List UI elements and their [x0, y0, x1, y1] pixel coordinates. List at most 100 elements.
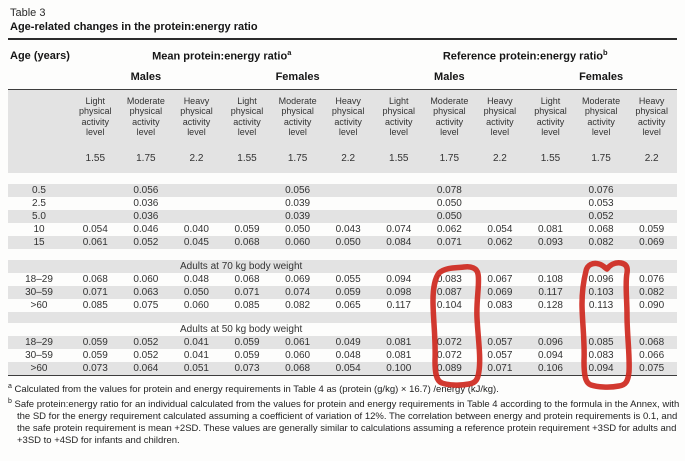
ratio-value-cell: 0.076	[639, 274, 665, 286]
ratio-value-cell: 0.048	[335, 350, 361, 362]
ratio-value-cell: 0.128	[537, 300, 563, 312]
ratio-value-cell: 0.059	[70, 336, 121, 350]
reference-ratio-group-header: Reference protein:energy ratiob	[373, 39, 677, 65]
section-header-row: Adults at 50 kg body weight	[8, 323, 677, 336]
activity-level-header: Moderate physical activity level	[272, 89, 323, 150]
ratio-value-cell: 0.096	[525, 336, 576, 350]
activity-level-header: Heavy physical activity level	[474, 89, 526, 150]
ratio-value-cell: 0.059	[322, 286, 374, 300]
ratio-value-cell: 0.075	[133, 300, 159, 312]
ratio-value-cell	[626, 197, 677, 210]
pal-value: 1.75	[272, 149, 323, 174]
ratio-value-cell: 0.083	[588, 350, 614, 362]
pal-value: 1.75	[120, 149, 172, 174]
data-row: 0.5 0.056 0.056 0.078 0.076	[8, 184, 677, 198]
ratio-value-cell: 0.052	[133, 350, 159, 362]
data-row: >60 0.073 0.064 0.051 0.073 0.068 0.054 0.100 0.…	[8, 362, 677, 377]
activity-level-header: Light physical activity level	[70, 89, 121, 150]
data-row: 18–29 0.068 0.060 0.048 0.068 0.069 0.055 0.094…	[8, 273, 677, 286]
ratio-value-cell: 0.061	[70, 236, 121, 250]
ratio-value-cell	[322, 184, 374, 198]
ratio-value-cell: 0.060	[272, 236, 323, 250]
ratio-value-cell: 0.068	[234, 274, 260, 286]
ratio-value-cell: 0.062	[436, 224, 462, 236]
ratio-value-cell: 0.082	[285, 300, 311, 312]
data-row: >60 0.085 0.075 0.060 0.085 0.082 0.065 0.117 0.…	[8, 299, 677, 312]
ratio-value-cell: 0.083	[487, 300, 513, 312]
pal-value: 1.75	[424, 149, 475, 174]
ratio-value-cell: 0.054	[82, 224, 108, 236]
ratio-value-cell: 0.071	[221, 286, 273, 300]
age-cell: >60	[30, 300, 48, 312]
footnote-a-marker: a	[8, 383, 12, 391]
ratio-value-cell: 0.087	[424, 286, 475, 300]
ratio-value-cell: 0.045	[171, 236, 222, 250]
pal-value: 2.2	[474, 149, 526, 174]
reference-males-header: Males	[373, 64, 526, 90]
ratio-value-cell: 0.041	[171, 336, 222, 350]
ratio-value-cell	[322, 210, 374, 224]
ratio-value-cell	[171, 210, 222, 224]
activity-level-header: Heavy physical activity level	[322, 89, 374, 150]
activity-level-header: Light physical activity level	[221, 89, 273, 150]
ratio-value-cell: 0.052	[120, 236, 172, 250]
ratio-value-cell	[171, 197, 222, 210]
ratio-value-cell: 0.051	[171, 362, 222, 377]
activity-level-header-row: Light physical activity level Moderate ph…	[8, 89, 677, 150]
ratio-value-cell: 0.059	[82, 350, 108, 362]
ratio-value-cell: 0.036	[120, 210, 172, 224]
ratio-value-cell: 0.049	[322, 336, 374, 350]
ratio-value-cell: 0.059	[234, 224, 260, 236]
ratio-value-cell	[171, 184, 222, 198]
ratio-value-cell: 0.071	[424, 236, 475, 250]
ratio-value-cell: 0.056	[120, 184, 172, 198]
ratio-value-cell: 0.085	[575, 336, 627, 350]
spacer-row	[8, 249, 677, 260]
ratio-value-cell: 0.075	[626, 362, 677, 377]
ratio-value-cell: 0.073	[70, 362, 121, 377]
pal-value: 1.55	[70, 149, 121, 174]
ratio-value-cell: 0.069	[626, 236, 677, 250]
ratio-value-cell: 0.078	[424, 184, 475, 198]
ratio-value-cell: 0.048	[183, 274, 209, 286]
ratio-value-cell: 0.089	[424, 362, 475, 377]
ratio-value-cell: 0.054	[322, 362, 374, 377]
ratio-value-cell: 0.057	[474, 336, 526, 350]
empty-header-cell	[8, 64, 70, 90]
spacer-row	[8, 312, 677, 324]
ratio-value-cell: 0.081	[373, 336, 425, 350]
ratio-value-cell: 0.083	[436, 274, 462, 286]
ratio-value-cell: 0.093	[525, 236, 576, 250]
spacer-cell	[8, 312, 677, 324]
ratio-value-cell: 0.068	[221, 236, 273, 250]
footnotes: a Calculated from the values for protein…	[8, 381, 680, 447]
footnote-b-text: Safe protein:energy ratio for an individ…	[14, 399, 680, 447]
section-label: Adults at 50 kg body weight	[180, 324, 303, 336]
spacer-row	[8, 173, 677, 184]
age-cell: 30–59	[8, 286, 70, 300]
age-cell: 2.5	[32, 198, 46, 210]
ratio-value-cell: 0.050	[436, 198, 462, 210]
spacer-cell	[8, 249, 677, 260]
ratio-value-cell: 0.081	[386, 350, 412, 362]
ratio-value-cell: 0.063	[120, 286, 172, 300]
ratio-value-cell: 0.074	[386, 224, 412, 236]
ratio-value-cell: 0.039	[285, 198, 311, 210]
age-cell: 10	[33, 224, 45, 236]
ratio-value-cell: 0.054	[487, 224, 513, 236]
ratio-value-cell: 0.094	[575, 362, 627, 377]
activity-level-header: Moderate physical activity level	[424, 89, 475, 150]
age-cell: 5.0	[8, 210, 70, 224]
ratio-value-cell: 0.103	[575, 286, 627, 300]
ratio-value-cell: 0.100	[373, 362, 425, 377]
pal-value: 1.55	[525, 149, 576, 174]
ratio-value-cell: 0.052	[120, 336, 172, 350]
ratio-value-cell: 0.117	[525, 286, 576, 300]
reference-ratio-label: Reference protein:energy ratio	[442, 50, 604, 63]
ratio-value-cell: 0.050	[285, 224, 311, 236]
ratio-value-cell	[373, 210, 425, 224]
age-column-header: Age (years)	[10, 50, 70, 62]
ratio-value-cell: 0.085	[82, 300, 108, 312]
data-row: 5.0 0.036 0.039 0.050 0.052	[8, 210, 677, 224]
section-label: Adults at 70 kg body weight	[8, 260, 677, 274]
